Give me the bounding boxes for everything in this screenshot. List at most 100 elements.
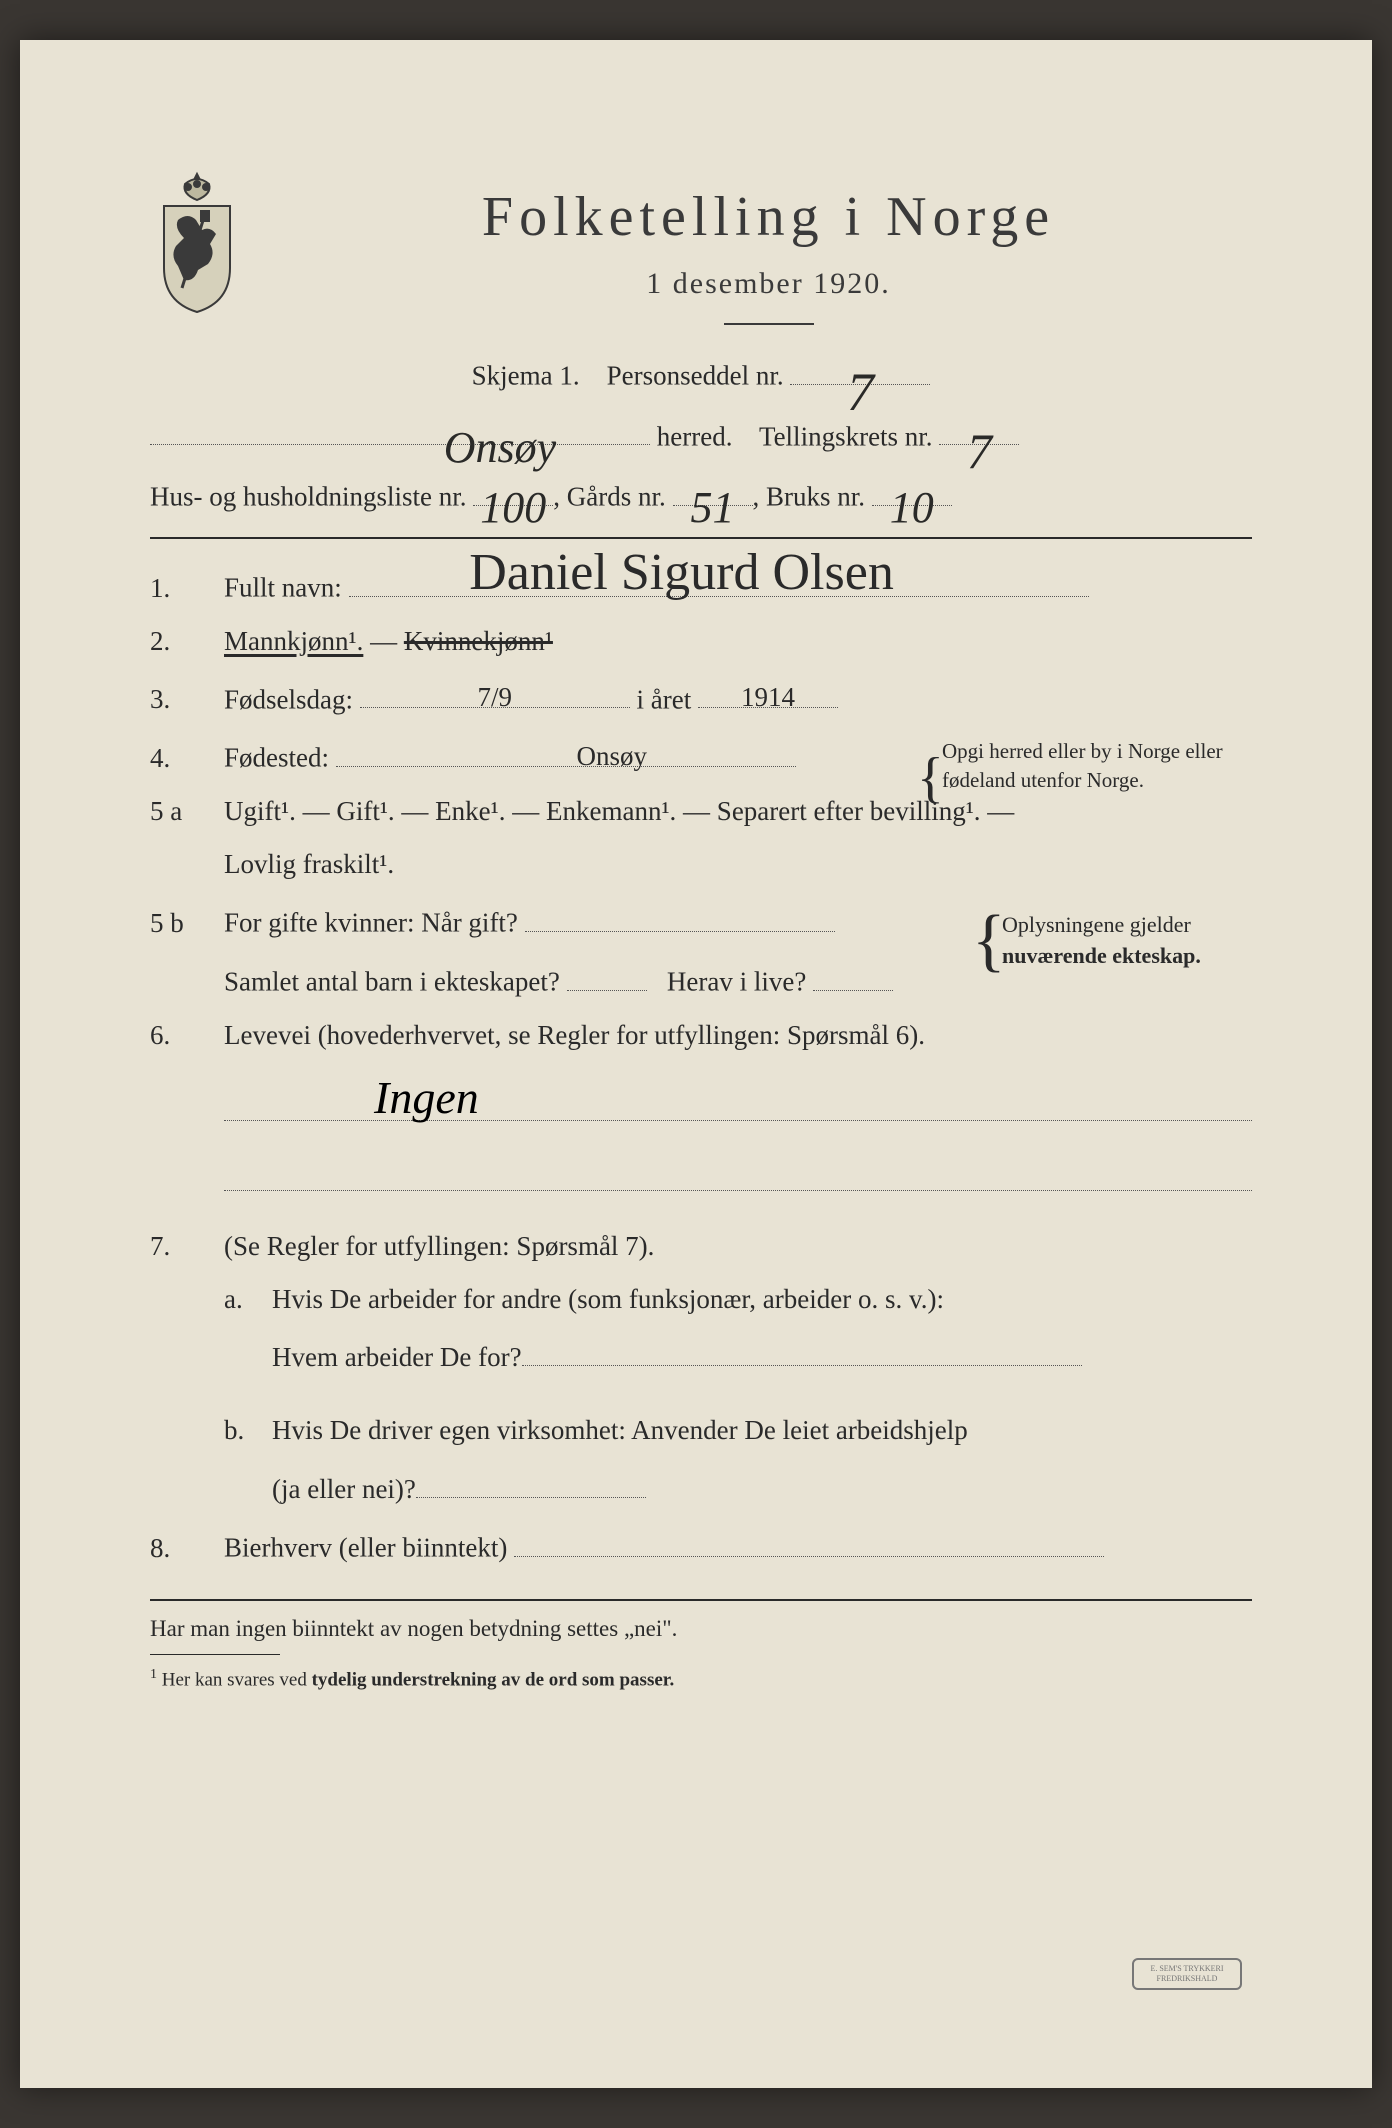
title-divider [724,323,814,325]
q6-num: 6. [150,1020,224,1051]
q7a-row2: Hvem arbeider De for? [224,1337,1252,1374]
q2-body: Mannkjønn¹. — Kvinnekjønn¹ [224,626,1252,657]
q1-value: Daniel Sigurd Olsen [469,543,894,602]
husliste-field: 100 [473,476,553,506]
q5b-body2: Samlet antal barn i ekteskapet? Herav i … [224,961,1252,998]
q4-body: Fødested: Onsøy Opgi herred eller by i N… [224,737,1252,774]
husliste-line: Hus- og husholdningsliste nr. 100, Gårds… [150,476,1252,513]
q1-num: 1. [150,573,224,604]
q6-row: 6. Levevei (hovederhvervet, se Regler fo… [150,1020,1252,1051]
herred-value: Onsøy [444,422,556,451]
herred-line: Onsøy herred. Tellingskrets nr. 7 [150,416,1252,453]
q5a-row: 5 a Ugift¹. — Gift¹. — Enke¹. — Enkemann… [150,796,1252,827]
q5b-num: 5 b [150,908,224,939]
husliste-value: 100 [480,482,546,511]
personseddel-nr-field: 7 [790,355,930,385]
q7b-row2: (ja eller nei)? [224,1468,1252,1505]
q1-field: Daniel Sigurd Olsen [349,567,1089,597]
q3-year-value: 1914 [741,682,795,713]
q5a-text2: Lovlig fraskilt¹. [224,849,394,879]
q4-row: 4. Fødested: Onsøy Opgi herred eller by … [150,737,1252,774]
bruks-value: 10 [890,482,934,511]
gards-value: 51 [691,482,735,511]
q7b-row1: b. Hvis De driver egen virksomhet: Anven… [224,1415,1252,1446]
q7-label: (Se Regler for utfyllingen: Spørsmål 7). [224,1231,654,1261]
q1-label: Fullt navn: [224,573,342,603]
main-divider [150,537,1252,539]
q5b-row1: 5 b For gifte kvinner: Når gift? Oplysni… [150,902,1252,939]
q5a-num: 5 a [150,796,224,827]
footnote-2-sup: 1 [150,1667,157,1682]
q6-body: Levevei (hovederhvervet, se Regler for u… [224,1020,1252,1051]
q3-year-field: 1914 [698,679,838,709]
q5b-row2: Samlet antal barn i ekteskapet? Herav i … [150,961,1252,998]
q5a-text: Ugift¹. — Gift¹. — Enke¹. — Enkemann¹. —… [224,796,1014,826]
q7a-row1: a. Hvis De arbeider for andre (som funks… [224,1284,1252,1315]
q5b-line2-field [567,961,647,991]
q7a-field [522,1337,1082,1367]
q4-value: Onsøy [576,741,647,772]
q4-label: Fødested: [224,743,329,773]
q3-year-label: i året [637,684,692,714]
title-block: Folketelling i Norge 1 desember 1920. [285,170,1252,325]
gards-field: 51 [673,476,753,506]
header-row: Folketelling i Norge 1 desember 1920. [150,170,1252,325]
q8-field [514,1527,1104,1557]
herred-label: herred. [657,421,733,451]
q5b-line2-label: Samlet antal barn i ekteskapet? [224,967,560,997]
q3-day-field: 7/9 [360,679,630,709]
q6-blank-line [224,1151,1252,1191]
bruks-label: Bruks nr. [766,482,865,512]
footnote-divider [150,1599,1252,1601]
q3-num: 3. [150,684,224,715]
bruks-field: 10 [872,476,952,506]
tellingskrets-label: Tellingskrets nr. [759,421,933,451]
q4-num: 4. [150,743,224,774]
printer-stamp: E. SEM'S TRYKKERIFREDRIKSHALD [1132,1958,1242,1990]
q3-row: 3. Fødselsdag: 7/9 i året 1914 [150,679,1252,716]
q7b-field [416,1468,646,1498]
q3-body: Fødselsdag: 7/9 i året 1914 [224,679,1252,716]
q2-num: 2. [150,626,224,657]
q2-kvinne: Kvinnekjønn¹ [404,626,553,656]
q7b-line1: Hvis De driver egen virksomhet: Anvender… [272,1415,968,1446]
q3-label: Fødselsdag: [224,684,353,714]
title-date: 1 desember 1920. [285,267,1252,301]
page-title: Folketelling i Norge [285,185,1252,249]
norwegian-coat-of-arms-icon [150,170,245,315]
footnote-1: Har man ingen biinntekt av nogen betydni… [150,1616,1252,1642]
q7-body: (Se Regler for utfyllingen: Spørsmål 7). [224,1231,1252,1262]
q4-field: Onsøy [336,737,796,767]
q1-row: 1. Fullt navn: Daniel Sigurd Olsen [150,567,1252,604]
tellingskrets-value: 7 [967,422,992,451]
schema-line: Skjema 1. Personseddel nr. 7 [150,355,1252,392]
tellingskrets-field: 7 [939,416,1019,446]
q2-row: 2. Mannkjønn¹. — Kvinnekjønn¹ [150,626,1252,657]
personseddel-label: Personseddel nr. [607,361,784,391]
q3-day-value: 7/9 [478,682,513,713]
q7a-letter: a. [224,1284,272,1315]
q7a-line1: Hvis De arbeider for andre (som funksjon… [272,1284,944,1315]
short-rule [150,1654,280,1655]
q5a-body2: Lovlig fraskilt¹. [224,849,1252,880]
footnote-2: 1 Her kan svares ved tydelig understrekn… [150,1667,1252,1691]
q5b-line2b-field [813,961,893,991]
q5b-line1-label: For gifte kvinner: Når gift? [224,908,518,938]
q7a-line2: Hvem arbeider De for? [272,1342,522,1373]
q7b-letter: b. [224,1415,272,1446]
q6-value: Ingen [374,1071,479,1124]
q5a-row2: Lovlig fraskilt¹. [150,849,1252,880]
herred-field: Onsøy [150,416,650,446]
q8-label: Bierhverv (eller biinntekt) [224,1533,507,1563]
q5b-line2b-label: Herav i live? [667,967,806,997]
q7b-line2: (ja eller nei)? [272,1474,416,1505]
q7-num: 7. [150,1231,224,1262]
q5a-body: Ugift¹. — Gift¹. — Enke¹. — Enkemann¹. —… [224,796,1252,827]
q4-side-note-text: Opgi herred eller by i Norge eller fødel… [942,739,1223,791]
q2-sep: — [370,626,404,656]
q4-side-note: Opgi herred eller by i Norge eller fødel… [942,737,1252,794]
q6-value-line: Ingen [224,1081,1252,1121]
q6-label: Levevei (hovederhvervet, se Regler for u… [224,1020,925,1050]
q8-num: 8. [150,1533,224,1564]
q8-body: Bierhverv (eller biinntekt) [224,1527,1252,1564]
